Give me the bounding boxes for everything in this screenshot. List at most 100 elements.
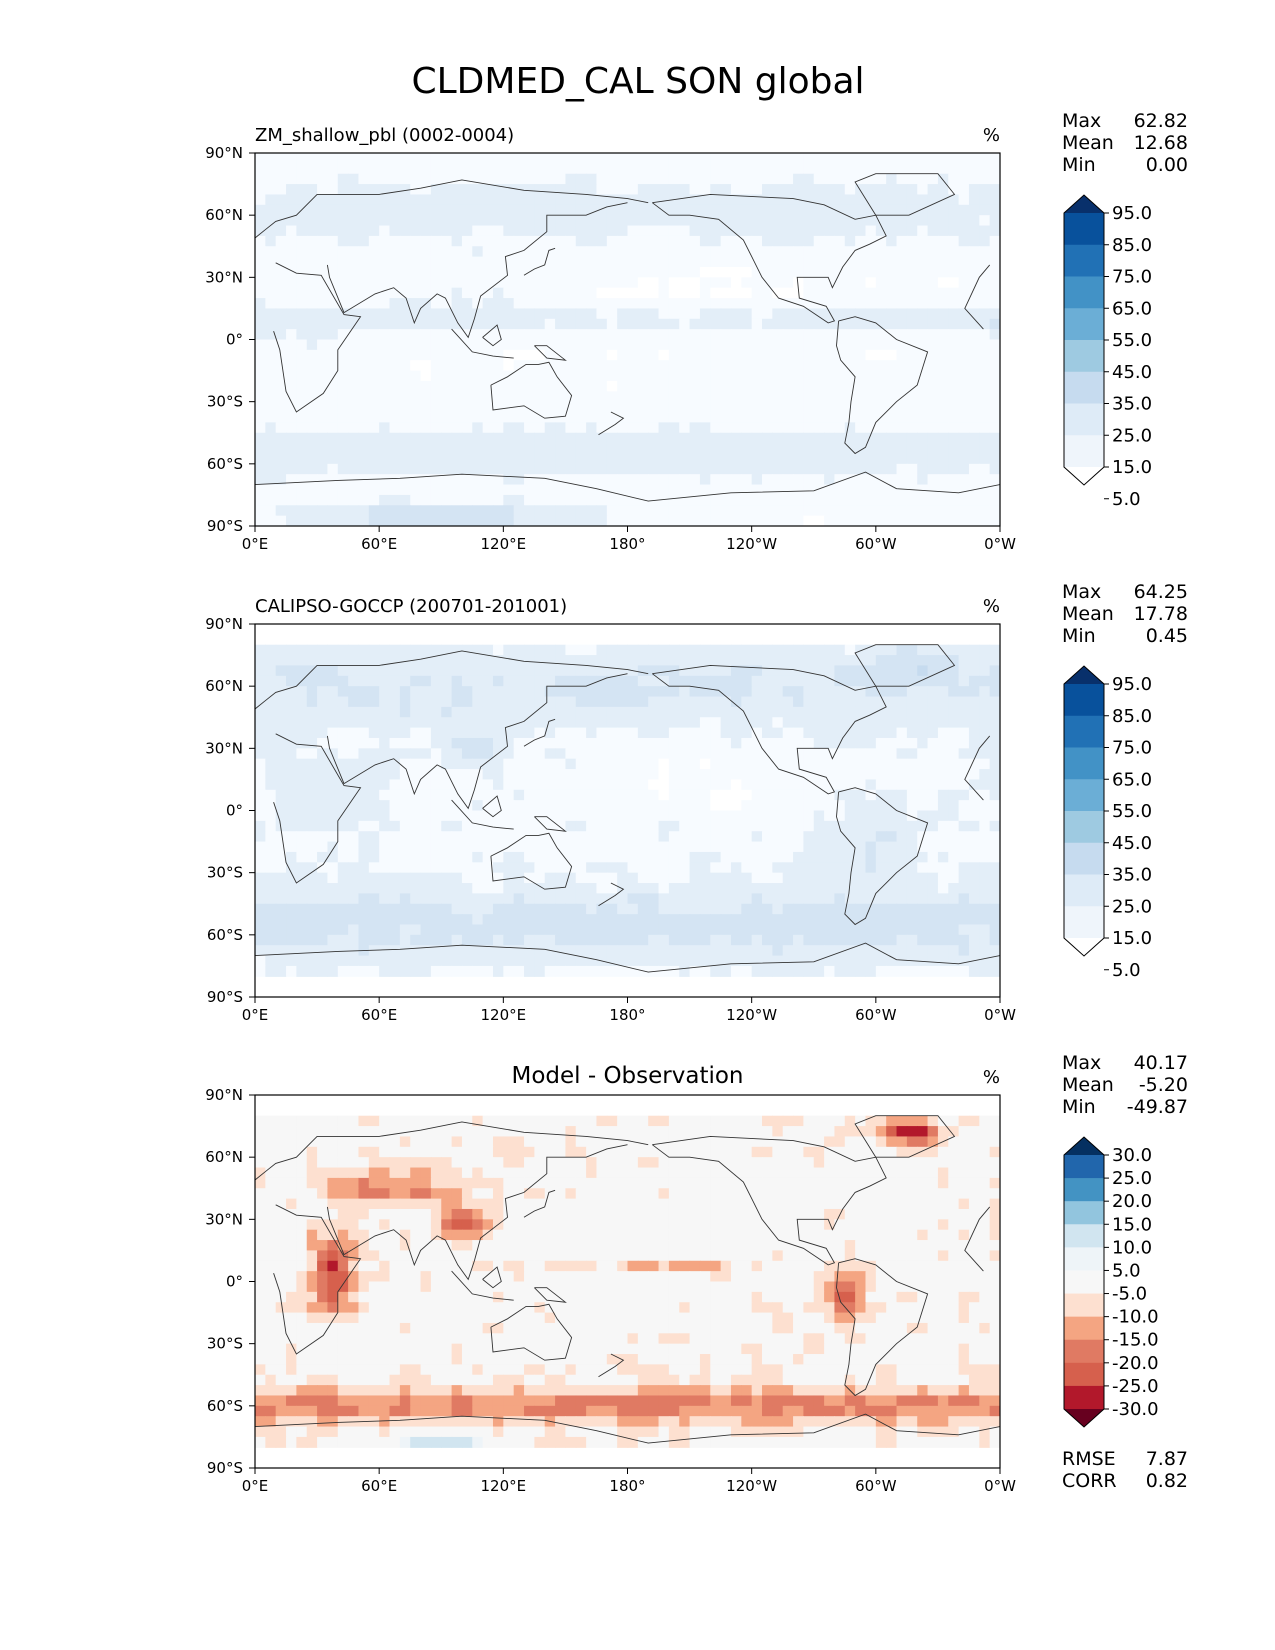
field-cell xyxy=(699,484,711,496)
field-cell xyxy=(906,391,918,403)
field-cell xyxy=(834,686,846,698)
field-cell xyxy=(917,903,929,915)
field-cell xyxy=(596,215,608,227)
field-cell xyxy=(410,443,422,455)
field-cell xyxy=(948,432,960,444)
field-cell xyxy=(875,800,887,812)
field-cell xyxy=(368,903,380,915)
field-cell xyxy=(513,789,525,801)
field-cell xyxy=(948,841,960,853)
field-cell xyxy=(917,370,929,382)
field-cell xyxy=(958,360,970,372)
field-cell xyxy=(937,360,949,372)
field-cell xyxy=(668,737,680,749)
coastline xyxy=(964,264,991,330)
field-cell xyxy=(699,298,711,310)
field-cell xyxy=(513,779,525,791)
field-cell xyxy=(896,706,908,718)
field-cell xyxy=(596,872,608,884)
field-cell xyxy=(379,779,391,791)
field-cell xyxy=(420,287,432,299)
field-cell xyxy=(565,153,577,164)
field-cell xyxy=(844,665,856,677)
field-cell xyxy=(917,841,929,853)
field-cell xyxy=(948,851,960,863)
field-cell xyxy=(896,298,908,310)
field-cell xyxy=(782,339,794,351)
field-cell xyxy=(555,194,567,206)
field-cell xyxy=(689,914,701,926)
field-cell xyxy=(389,412,401,423)
field-cell xyxy=(596,380,608,392)
field-cell xyxy=(430,737,442,749)
field-cell xyxy=(658,505,670,517)
field-cell xyxy=(317,391,329,403)
field-cell xyxy=(430,443,442,455)
field-cell xyxy=(399,862,411,874)
field-cell xyxy=(793,256,805,268)
field-cell xyxy=(565,329,577,341)
field-cell xyxy=(399,225,411,237)
field-cell xyxy=(327,277,339,289)
field-cell xyxy=(482,945,494,957)
field-cell xyxy=(865,194,877,206)
field-cell xyxy=(265,515,277,526)
field-cell xyxy=(813,945,825,957)
field-cell xyxy=(286,800,297,812)
field-cell xyxy=(855,360,867,372)
field-cell xyxy=(782,934,794,946)
field-cell xyxy=(565,800,577,812)
field-cell xyxy=(772,872,784,884)
field-cell xyxy=(534,727,546,739)
field-cell xyxy=(793,789,805,801)
field-cell xyxy=(968,339,980,351)
field-cell xyxy=(844,163,856,175)
field-cell xyxy=(389,851,401,863)
field-cell xyxy=(348,914,360,926)
field-cell xyxy=(286,474,297,486)
field-cell xyxy=(617,370,629,382)
field-cell xyxy=(720,153,732,164)
field-cell xyxy=(865,675,877,687)
field-cell xyxy=(958,769,970,781)
field-cell xyxy=(482,686,494,698)
field-cell xyxy=(958,318,970,330)
field-cell xyxy=(348,184,360,196)
field-cell xyxy=(513,851,525,863)
field-cell xyxy=(368,655,380,667)
field-cell xyxy=(648,748,660,760)
field-cell xyxy=(979,665,991,677)
field-cell xyxy=(368,686,380,698)
field-cell xyxy=(472,484,484,496)
field-cell xyxy=(979,696,991,708)
field-cell xyxy=(492,246,504,258)
field-cell xyxy=(472,339,484,351)
field-cell xyxy=(741,644,753,656)
field-cell xyxy=(482,706,494,718)
field-cell xyxy=(648,277,660,289)
field-cell xyxy=(741,655,753,667)
field-cell xyxy=(637,872,649,884)
field-cell xyxy=(441,277,453,289)
field-cell xyxy=(441,453,453,465)
field-cell xyxy=(844,758,856,770)
field-cell xyxy=(937,266,949,278)
field-cell xyxy=(296,872,308,884)
field-cell xyxy=(575,318,587,330)
field-cell xyxy=(482,505,494,517)
field-cell xyxy=(358,308,370,320)
field-cell xyxy=(917,194,929,206)
field-cell xyxy=(751,686,763,698)
field-cell xyxy=(534,401,546,413)
field-cell xyxy=(689,225,701,237)
field-cell xyxy=(782,277,794,289)
field-cell xyxy=(772,800,784,812)
field-cell xyxy=(751,153,763,164)
field-cell xyxy=(793,401,805,413)
field-cell xyxy=(544,665,556,677)
field-cell xyxy=(855,484,867,496)
field-cell xyxy=(958,184,970,196)
field-cell xyxy=(793,370,805,382)
field-cell xyxy=(255,184,266,196)
field-cell xyxy=(358,391,370,403)
